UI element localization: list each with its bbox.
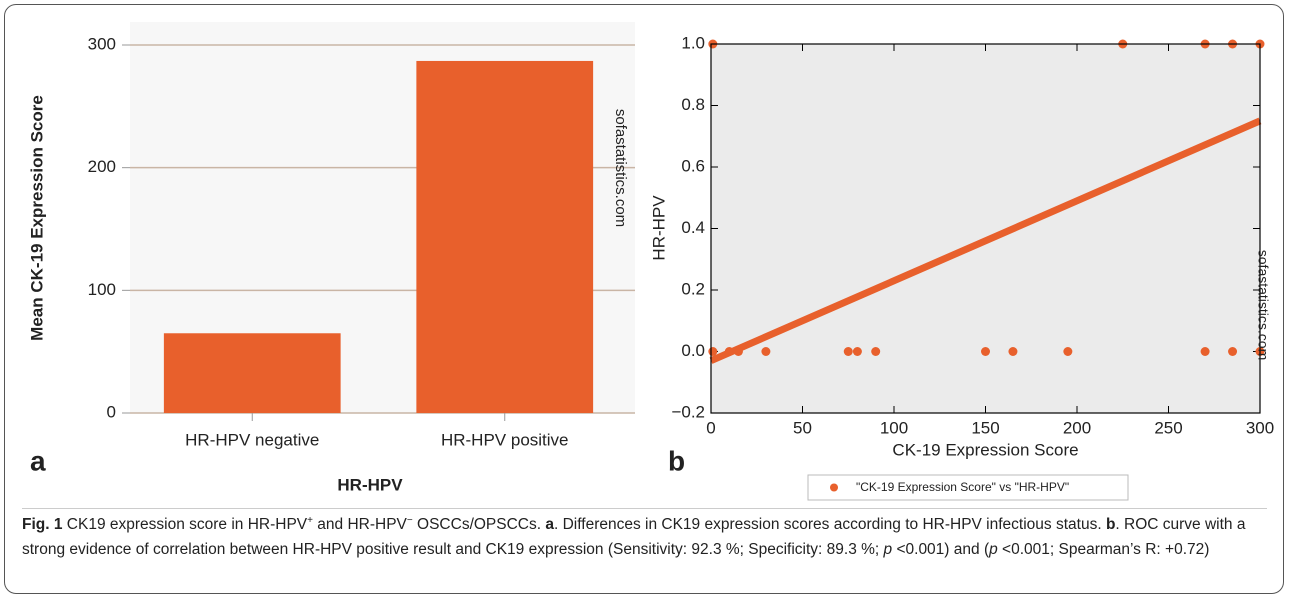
x-tick-label: 150 [971,418,999,437]
scatter-point [708,347,718,356]
y-axis-label: HR-HPV [649,195,668,261]
caption-segment: a [545,516,554,533]
caption-segment: OSCCs/OPSCCs. [412,516,546,533]
scatter-point [761,347,771,356]
watermark: sofastatistics.com [1255,250,1271,360]
figure: 0 100 200 300 HR-HPV negative HR-HPV positive… [27,33,1275,501]
y-tick-label: 0 [107,402,116,421]
scatter-point [852,347,862,356]
plot-background [711,44,1260,413]
scatter-point [1008,347,1018,356]
legend-marker [830,483,838,492]
bar [163,333,341,413]
x-axis-label: HR-HPV [337,475,403,494]
y-axis-label: Mean CK-19 Expression Score [27,95,46,341]
y-tick-label: 300 [88,34,116,53]
scatter-point [981,347,990,356]
caption-segment: Fig. 1 [22,516,63,533]
scatter-point [1063,347,1073,356]
caption-segment: b [1105,516,1116,533]
y-tick-label: 0.0 [681,341,705,360]
x-tick-label: HR-HPV negative [185,430,319,449]
caption-segment: and HR-HPV [312,516,407,533]
caption-segment: <0.001; Spearman’s R: +0.72) [997,541,1210,558]
caption-segment: <0.001) and ( [892,541,990,558]
x-tick-label: 100 [880,418,908,437]
scatter-point [733,347,743,356]
scatter-point [1228,347,1238,356]
y-tick-label: 0.8 [681,95,705,114]
y-tick-label: 0.6 [681,156,705,175]
y-tick-label: 0.4 [681,218,705,237]
watermark: sofastatistics.com [612,109,629,227]
caption-segment: . ROC curve with a strong evidence of co… [22,516,1246,558]
caption-segment: + [307,514,313,526]
panel-label: a [30,445,46,476]
y-tick-label: −0.2 [671,402,705,421]
x-tick-label: 50 [793,418,812,437]
scatter-point [1200,347,1210,356]
x-tick-label: 300 [1246,418,1274,437]
y-tick-label: 1.0 [681,33,705,52]
panel-label: b [668,445,685,476]
scatter-point [843,347,853,356]
legend-label: "CK-19 Expression Score" vs "HR-HPV" [856,480,1069,494]
y-tick-label: 0.2 [681,279,705,298]
caption-segment: . Differences in CK19 expression scores … [554,516,1106,533]
caption-segment: − [406,514,413,526]
x-tick-label: HR-HPV positive [441,430,569,449]
scatter-point [724,347,734,356]
x-tick-label: 200 [1063,418,1091,437]
scatter-point [871,347,881,356]
caption-segment: p [989,541,998,558]
x-tick-label: 0 [706,418,715,437]
y-tick-label: 200 [88,157,116,176]
fit-line [709,117,1262,364]
x-axis-label: CK-19 Expression Score [892,440,1078,459]
caption-segment: p [883,541,893,558]
caption-segment: CK19 expression score in HR-HPV [62,516,308,533]
y-tick-label: 100 [88,280,116,299]
bar [416,60,594,414]
plot-border [710,43,1261,414]
legend-box [807,474,1129,501]
figure-frame [4,4,1284,594]
caption: Fig. 1 CK19 expression score in HR-HPV+ … [22,508,1267,562]
x-tick-label: 250 [1154,418,1182,437]
